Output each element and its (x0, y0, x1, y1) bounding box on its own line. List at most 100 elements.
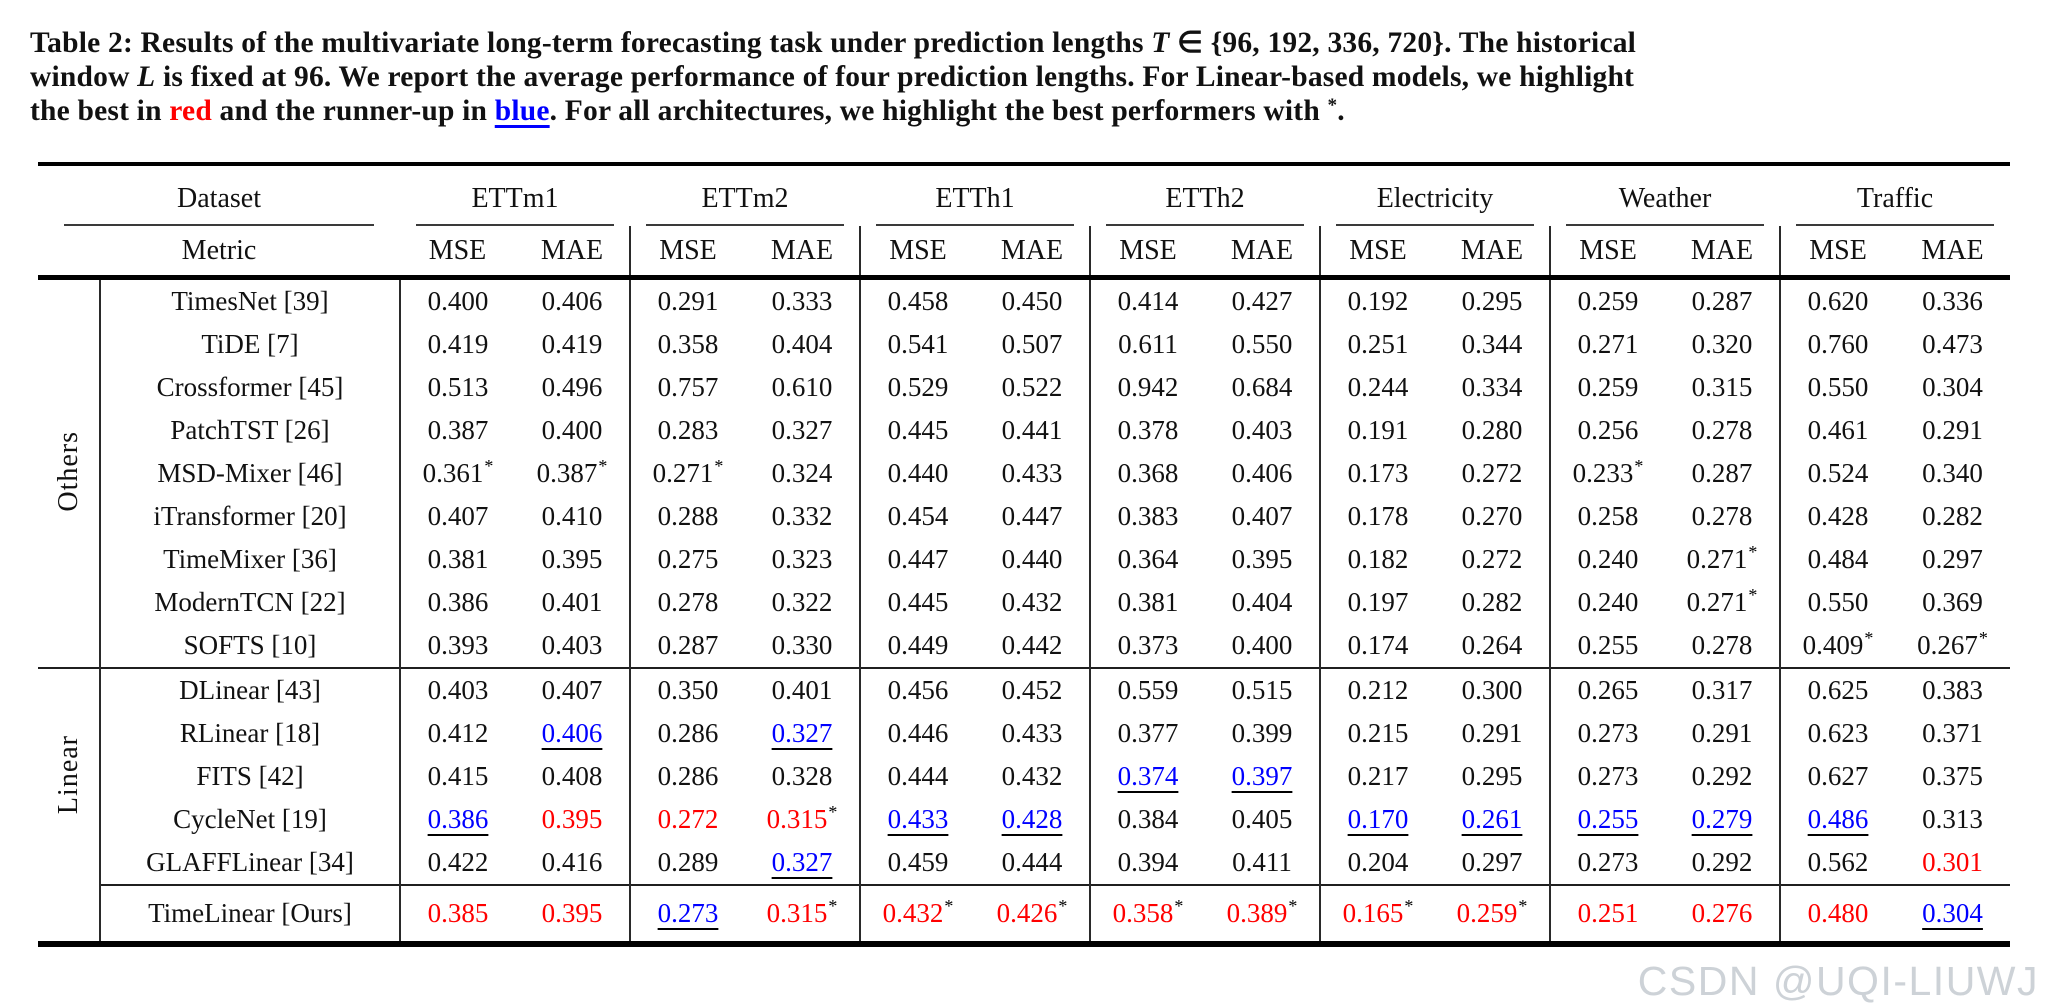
value-cell: 0.292 (1665, 755, 1782, 798)
table-row: MSD-Mixer [46] 0.361* 0.387* 0.271* 0.324 0.4… (38, 452, 2010, 495)
value: 0.449 (887, 630, 949, 660)
caption-text: * (1327, 95, 1338, 117)
best-overall-star: * (1978, 628, 1988, 648)
best-overall-star: * (1748, 542, 1758, 562)
value-cell: 0.327 (745, 841, 861, 885)
value-cell: 0.273 (1550, 841, 1665, 885)
value: 0.322 (771, 587, 833, 617)
value-cell: 0.757 (630, 366, 745, 409)
value: 0.287 (1691, 458, 1753, 488)
best-value: 0.395 (541, 898, 603, 928)
dataset-header: ETTm2 (630, 164, 860, 226)
value-cell: 0.173 (1320, 452, 1435, 495)
value-cell: 0.330 (745, 624, 861, 668)
metric-header: MAE (1205, 226, 1321, 280)
best-overall-star: * (484, 456, 494, 476)
value-cell: 0.414 (1090, 278, 1205, 324)
value-cell: 0.447 (860, 538, 975, 581)
metric-header: MAE (1895, 226, 2011, 280)
value: 0.295 (1461, 761, 1523, 791)
value: 0.288 (657, 501, 719, 531)
value-cell: 0.327 (745, 409, 861, 452)
table-row: GLAFFLinear [34] 0.422 0.416 0.289 0.327 0.45… (38, 841, 2010, 885)
value-cell: 0.217 (1320, 755, 1435, 798)
value-cell: 0.295 (1435, 755, 1552, 798)
value-cell: 0.432 (975, 755, 1091, 798)
value-cell: 0.288 (630, 495, 745, 538)
table-header: Dataset ETTm1 ETTm2 ETTh1 ETTh2 Electricity We… (38, 164, 2011, 280)
table-row: Crossformer [45] 0.513 0.496 0.757 0.610 0.52… (38, 366, 2010, 409)
value-cell: 0.255 (1550, 624, 1665, 668)
value: 0.409 (1802, 630, 1864, 660)
value-cell: 0.197 (1320, 581, 1435, 624)
table-row: ModernTCN [22] 0.386 0.401 0.278 0.322 0.445 0… (38, 581, 2010, 624)
value: 0.259 (1577, 286, 1639, 316)
value-cell: 0.611 (1090, 323, 1205, 366)
best-overall-star: * (1864, 628, 1874, 648)
caption-text: ∈ {96, 192, 336, 720}. The historical (1169, 27, 1637, 59)
value: 0.403 (1231, 415, 1293, 445)
value-cell: 0.760 (1780, 323, 1895, 366)
value-cell: 0.215 (1320, 712, 1435, 755)
best-value: 0.480 (1807, 898, 1869, 928)
value: 0.496 (541, 372, 603, 402)
value-cell: 0.623 (1780, 712, 1895, 755)
caption-text: the best in (30, 95, 170, 127)
value-cell: 0.304 (1895, 884, 2011, 944)
value: 0.323 (771, 544, 833, 574)
value: 0.433 (1001, 718, 1063, 748)
caption-text: and the runner-up in (211, 95, 495, 127)
value: 0.300 (1461, 675, 1523, 705)
value: 0.264 (1461, 630, 1523, 660)
value-cell: 0.174 (1320, 624, 1435, 668)
value-cell: 0.407 (1205, 495, 1321, 538)
value-cell: 0.251 (1550, 884, 1666, 944)
value-cell: 0.315* (745, 884, 861, 944)
value: 0.387 (536, 458, 598, 488)
value: 0.515 (1231, 675, 1293, 705)
model-cell: RLinear [18] (99, 712, 401, 755)
value: 0.233 (1572, 458, 1634, 488)
runner-up-value: 0.428 (1001, 804, 1063, 834)
dataset-header: Weather (1550, 164, 1780, 226)
value: 0.361 (422, 458, 484, 488)
value-cell: 0.389* (1205, 884, 1321, 944)
watermark: CSDN @UQI-LIUWJ (1637, 958, 2039, 1004)
value: 0.394 (1117, 847, 1179, 877)
value-cell: 0.550 (1205, 323, 1321, 366)
value-cell: 0.291 (630, 278, 745, 324)
value: 0.280 (1461, 415, 1523, 445)
value-cell: 0.324 (745, 452, 861, 495)
model-cell: Crossformer [45] (99, 366, 401, 409)
value-cell: 0.251 (1320, 323, 1435, 366)
value: 0.522 (1001, 372, 1063, 402)
value: 0.395 (1231, 544, 1293, 574)
value: 0.332 (771, 501, 833, 531)
value: 0.328 (771, 761, 833, 791)
value: 0.395 (541, 544, 603, 574)
value-cell: 0.562 (1780, 841, 1895, 885)
best-overall-star: * (598, 456, 608, 476)
value-cell: 0.327 (745, 712, 861, 755)
value: 0.304 (1922, 372, 1983, 402)
value: 0.275 (657, 544, 719, 574)
value: 0.445 (887, 415, 949, 445)
value: 0.273 (1577, 718, 1639, 748)
value-cell: 0.364 (1090, 538, 1205, 581)
value: 0.458 (887, 286, 949, 316)
value-cell: 0.286 (630, 712, 745, 755)
value-cell: 0.452 (975, 667, 1091, 712)
value-cell: 0.400 (1205, 624, 1321, 668)
value-cell: 0.323 (745, 538, 861, 581)
value: 0.278 (1691, 501, 1753, 531)
value: 0.416 (541, 847, 603, 877)
value-cell: 0.440 (860, 452, 975, 495)
best-value: 0.395 (541, 804, 603, 834)
value-cell: 0.403 (400, 667, 515, 712)
value-cell: 0.381 (1090, 581, 1205, 624)
table-row: TimeMixer [36] 0.381 0.395 0.275 0.323 0.447 0… (38, 538, 2010, 581)
value-cell: 0.522 (975, 366, 1091, 409)
value-cell: 0.300 (1435, 667, 1552, 712)
runner-up-value: 0.397 (1231, 761, 1293, 791)
value-cell: 0.256 (1550, 409, 1665, 452)
